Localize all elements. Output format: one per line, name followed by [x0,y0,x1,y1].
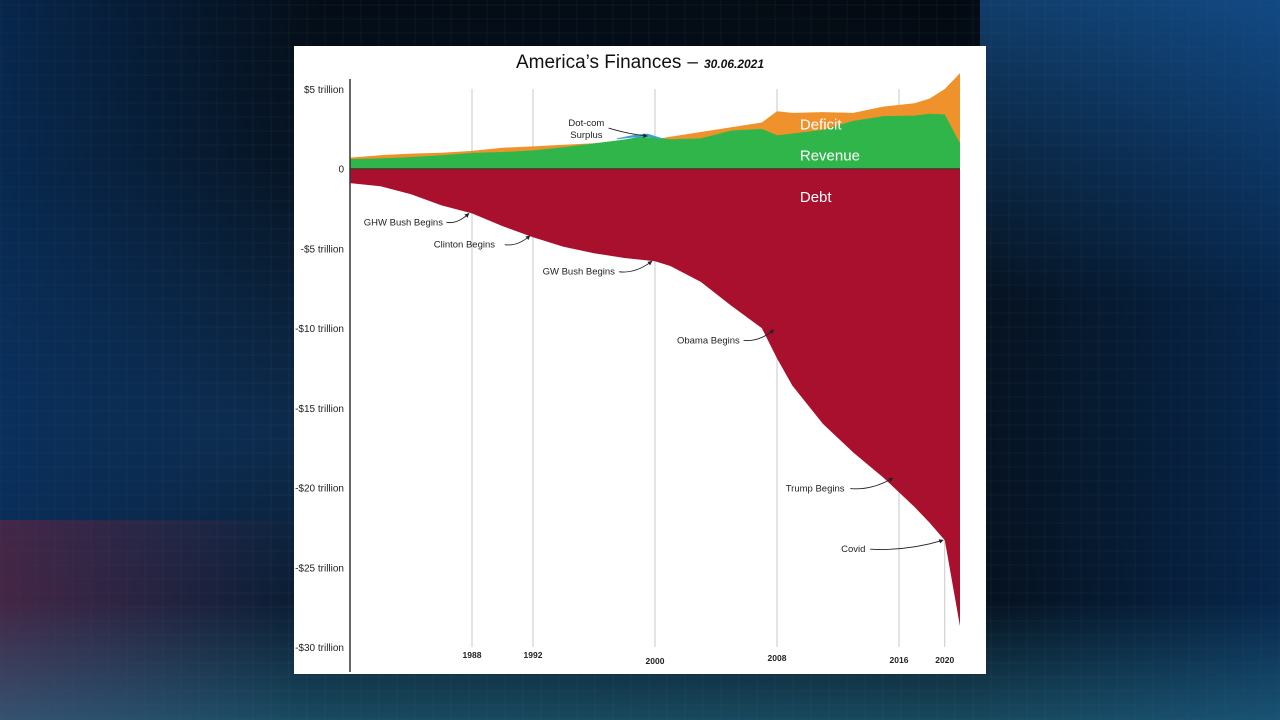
annotation-text-1-0: GHW Bush Begins [364,217,443,228]
annotation-text-0-1: Surplus [570,130,602,141]
series-label-debt: Debt [800,189,833,206]
chart-date: 30.06.2021 [703,57,765,71]
x-tick-label-2: 2000 [646,656,665,666]
background-glow-top-right [980,0,1280,300]
annotation-1: GHW Bush Begins [364,213,470,228]
x-tick-label-4: 2016 [890,655,909,665]
debt-area [350,168,960,627]
annotation-5: Trump Begins [786,477,894,495]
annotation-text-6-0: Covid [841,544,865,555]
x-tick-label-0: 1988 [463,650,482,660]
annotation-6: Covid [841,539,944,555]
y-tick-label-0: $5 trillion [304,85,344,96]
annotation-arrow-3 [619,260,653,273]
series-label-deficit: Deficit [800,116,843,133]
chart-canvas: $5 trillion 0 -$5 trillion -$10 trillion -$1… [295,73,960,672]
y-tick-label-2: -$5 trillion [301,244,344,255]
y-tick-label-3: -$10 trillion [295,324,344,335]
x-tick-label-1: 1992 [524,650,543,660]
y-tick-label-6: -$25 trillion [295,563,344,574]
y-tick-label-5: -$20 trillion [295,484,344,495]
title-separator: – [687,52,698,73]
annotation-text-5-0: Trump Begins [786,484,845,495]
annotation-arrow-2 [504,235,531,246]
annotation-text-0-0: Dot-com [568,118,604,129]
annotation-text-2-0: Clinton Begins [434,240,496,251]
y-tick-label-4: -$15 trillion [295,404,344,415]
annotation-arrow-4 [743,329,775,342]
x-tick-label-3: 2008 [768,653,787,663]
x-tick-label-5: 2020 [935,655,954,665]
annotation-4: Obama Begins [677,329,775,346]
y-tick-label-7: -$30 trillion [295,643,344,654]
surplus-area [616,133,663,140]
series-label-revenue: Revenue [800,147,860,164]
annotation-arrow-1 [446,213,470,224]
annotation-2: Clinton Begins [434,235,531,251]
revenue-area [350,113,960,169]
annotation-text-4-0: Obama Begins [677,335,740,346]
annotation-arrow-0 [608,127,648,138]
annotation-text-3-0: GW Bush Begins [543,267,616,278]
annotation-arrow-5 [850,477,894,490]
annotation-arrow-6 [870,539,944,550]
chart-title: America’s Finances [515,52,682,73]
chart-title-row: America’s Finances –30.06.2021 [294,52,986,74]
chart-frame: America’s Finances –30.06.2021 $5 trillio… [294,46,986,674]
y-tick-label-1: 0 [338,165,344,176]
annotation-3: GW Bush Begins [543,260,653,278]
